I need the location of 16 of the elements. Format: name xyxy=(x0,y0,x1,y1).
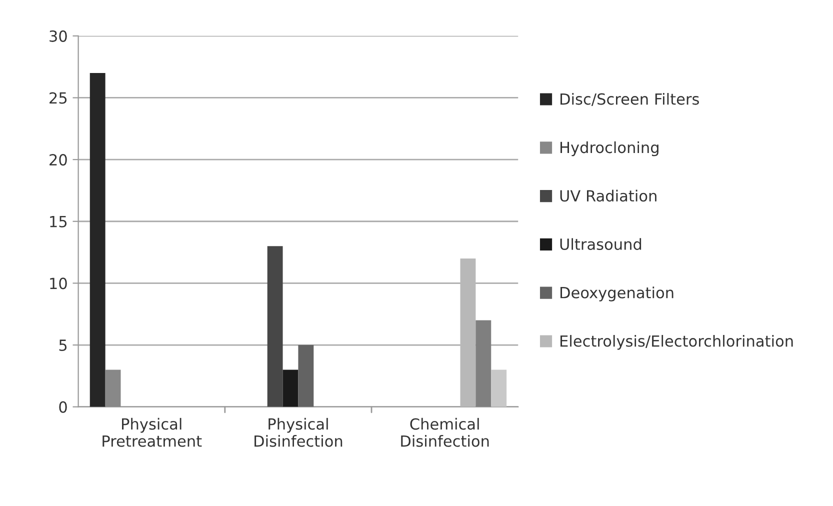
y-tick-label: 25 xyxy=(50,92,67,104)
y-tick-label: 20 xyxy=(50,154,67,166)
y-tick-label: 5 xyxy=(59,340,67,352)
x-tick-label: Chemical Disinfection xyxy=(401,418,489,447)
y-tick-label: 10 xyxy=(50,278,67,290)
y-tick-label: 15 xyxy=(50,216,67,228)
legend-label: UV Radiation xyxy=(560,190,656,202)
x-tick-label: Physical Disinfection xyxy=(254,418,342,447)
legend-label: Hydrocloning xyxy=(560,141,658,156)
y-tick-label: 0 xyxy=(59,401,67,413)
legend-label: Ultrasound xyxy=(560,238,642,250)
x-tick-label: Physical Pretreatment xyxy=(102,418,202,447)
legend-label: Electrolysis/Electorchlorination xyxy=(560,334,793,350)
y-tick-label: 30 xyxy=(50,30,67,42)
legend-label: Disc/Screen Filters xyxy=(560,92,699,106)
legend-label: Deoxygenation xyxy=(560,286,674,302)
